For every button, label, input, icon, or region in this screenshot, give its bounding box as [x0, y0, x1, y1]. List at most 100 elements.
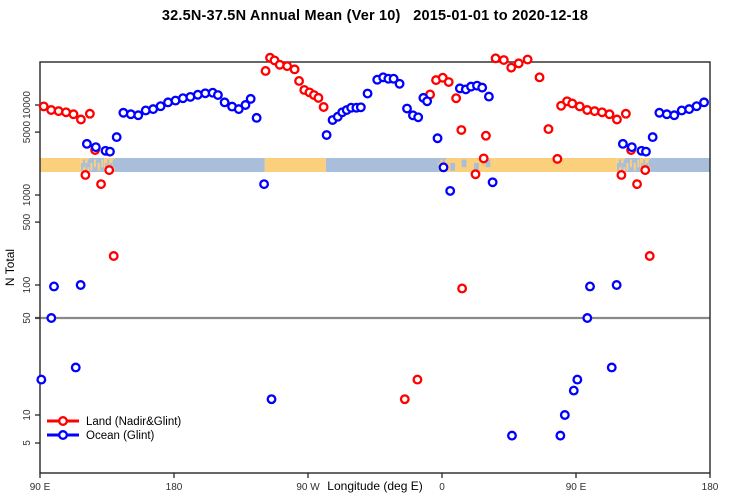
land-ocean-band-speckle [643, 159, 646, 168]
land-ocean-band-speckle [83, 159, 86, 168]
ocean-data-point [582, 313, 593, 323]
ocean-data-point [432, 133, 443, 144]
land-data-point [80, 170, 91, 180]
ocean-data-point [36, 374, 47, 385]
land-data-point [480, 130, 491, 141]
ocean-data-point [487, 177, 498, 188]
land-ocean-band-segment [325, 158, 438, 172]
plot-box [39, 61, 711, 474]
land-ocean-band-speckle [616, 163, 619, 171]
ocean-data-point [240, 100, 251, 110]
land-ocean-band-speckle [90, 163, 93, 171]
land-ocean-band-segment [89, 158, 105, 172]
land-data-point [632, 179, 642, 190]
ocean-data-point [559, 410, 570, 420]
ocean-data-point [438, 162, 449, 173]
land-data-point [513, 58, 524, 69]
land-data-point [616, 170, 627, 180]
land-data-point [574, 101, 585, 112]
land-ocean-band-segment [264, 158, 326, 172]
land-data-point [294, 76, 305, 86]
ocean-data-point [669, 110, 680, 121]
ocean-data-point [691, 101, 702, 112]
land-ocean-band-speckle [461, 159, 467, 168]
land-data-point [313, 92, 324, 103]
y-tick-label: 50 [22, 312, 33, 324]
land-ocean-band-speckle [623, 159, 626, 168]
land-ocean-band-speckle [87, 159, 90, 168]
land-ocean-band-speckle [474, 163, 479, 171]
land-data-point [644, 251, 655, 261]
ocean-data-point [70, 362, 81, 373]
ocean-data-point [388, 73, 399, 84]
land-data-point [534, 72, 545, 83]
land-ocean-band-speckle [93, 159, 96, 168]
ocean-data-point [568, 385, 579, 396]
ocean-data-point [46, 313, 57, 323]
ocean-data-point [445, 185, 456, 196]
land-data-point [611, 114, 622, 125]
x-tick-label: 90 E [566, 482, 587, 493]
ocean-data-point [355, 102, 366, 113]
ocean-data-point [245, 93, 256, 104]
ocean-data-point [111, 132, 122, 143]
ocean-data-point [422, 96, 433, 107]
land-ocean-band-speckle [107, 159, 110, 168]
ocean-data-point [477, 82, 488, 93]
land-data-point [289, 64, 300, 75]
land-ocean-band-speckle [450, 163, 456, 171]
ocean-data-point [413, 112, 424, 123]
ocean-data-point [647, 132, 658, 143]
x-tick-label: 90 W [296, 482, 320, 493]
land-data-point [457, 283, 468, 294]
ocean-data-point [606, 362, 617, 373]
ocean-data-point [133, 110, 144, 121]
land-ocean-band-speckle [637, 159, 640, 168]
land-data-point [104, 165, 115, 176]
ocean-data-point [617, 138, 628, 149]
ocean-data-point [251, 112, 262, 123]
ocean-data-point [555, 430, 566, 441]
land-ocean-band-segment [114, 158, 265, 172]
legend-label: Ocean (Glint) [86, 430, 155, 442]
y-tick-label: 1000 [22, 183, 33, 206]
land-ocean-band-speckle [85, 163, 88, 171]
ocean-data-point [626, 142, 637, 153]
land-data-point [620, 108, 631, 119]
y-tick-label: 100 [22, 276, 33, 293]
land-data-point [543, 124, 554, 135]
y-tick-label: 10000 [22, 91, 33, 119]
ocean-data-point [75, 280, 86, 290]
land-data-point [552, 153, 563, 164]
land-data-point [640, 165, 651, 176]
ocean-data-point [49, 281, 59, 292]
y-axis-label: N Total [3, 249, 17, 286]
x-axis-label: Longitude (deg E) [327, 479, 422, 493]
legend-symbol-point [58, 430, 68, 440]
land-ocean-band-speckle [648, 159, 651, 168]
ocean-data-point [676, 105, 687, 116]
legend-symbol-point [58, 416, 68, 426]
land-ocean-band-speckle [80, 163, 83, 171]
ocean-data-point [362, 88, 373, 99]
land-data-point [522, 54, 533, 65]
land-data-point [84, 108, 95, 119]
land-data-point [506, 62, 517, 73]
land-data-point [412, 374, 423, 385]
ocean-data-point [572, 374, 583, 385]
land-ocean-band-speckle [112, 159, 115, 168]
ocean-data-point [105, 146, 115, 157]
ocean-data-point [507, 430, 517, 441]
ocean-data-point [90, 142, 101, 153]
land-data-point [108, 251, 119, 261]
ocean-data-point [81, 138, 92, 149]
land-ocean-band-speckle [485, 159, 491, 168]
land-data-point [96, 179, 106, 190]
ocean-data-point [394, 78, 405, 89]
land-data-point [399, 394, 410, 405]
land-ocean-band-segment [650, 158, 710, 172]
y-tick-label: 10 [22, 409, 33, 421]
ocean-data-point [585, 281, 595, 292]
